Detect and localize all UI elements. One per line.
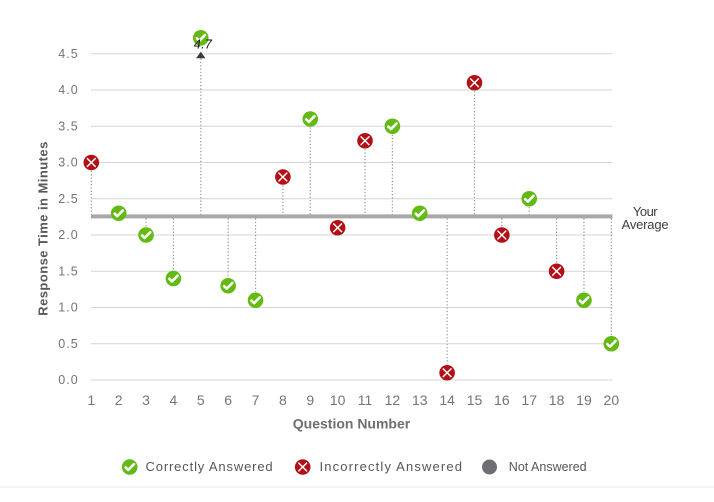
svg-text:17: 17 (521, 392, 537, 408)
svg-text:18: 18 (549, 392, 565, 408)
svg-text:19: 19 (576, 392, 592, 408)
svg-text:Question Number: Question Number (293, 416, 411, 432)
svg-text:1: 1 (87, 392, 95, 408)
svg-text:6: 6 (224, 392, 232, 408)
svg-text:4.0: 4.0 (58, 83, 79, 97)
svg-text:1.5: 1.5 (58, 264, 79, 278)
svg-text:4.5: 4.5 (58, 47, 79, 61)
svg-text:8: 8 (279, 392, 287, 408)
svg-text:12: 12 (385, 392, 401, 408)
svg-text:11: 11 (358, 392, 373, 408)
svg-text:5: 5 (197, 392, 205, 408)
svg-text:Response Time in Minutes: Response Time in Minutes (36, 141, 51, 316)
svg-text:0.0: 0.0 (58, 373, 79, 387)
svg-text:2.0: 2.0 (58, 228, 79, 242)
svg-text:Incorrectly Answered: Incorrectly Answered (320, 459, 464, 474)
svg-text:2.5: 2.5 (58, 192, 79, 206)
svg-text:0.5: 0.5 (58, 337, 79, 351)
svg-text:4: 4 (170, 392, 178, 408)
svg-text:Correctly Answered: Correctly Answered (146, 459, 274, 474)
svg-text:10: 10 (330, 392, 346, 408)
svg-text:20: 20 (604, 392, 620, 408)
svg-text:16: 16 (494, 392, 510, 408)
svg-text:Average: Average (622, 217, 669, 232)
svg-text:13: 13 (412, 392, 428, 408)
svg-text:4.7: 4.7 (194, 37, 213, 51)
svg-text:3.0: 3.0 (58, 156, 79, 170)
svg-text:3.5: 3.5 (58, 119, 79, 133)
svg-text:2: 2 (115, 392, 123, 408)
svg-text:7: 7 (252, 392, 260, 408)
svg-text:9: 9 (306, 392, 314, 408)
svg-text:14: 14 (439, 392, 455, 408)
svg-text:1.0: 1.0 (58, 301, 79, 315)
svg-text:15: 15 (467, 392, 483, 408)
svg-text:Not Answered: Not Answered (509, 460, 587, 474)
svg-text:3: 3 (142, 392, 150, 408)
svg-text:Your: Your (633, 204, 658, 219)
